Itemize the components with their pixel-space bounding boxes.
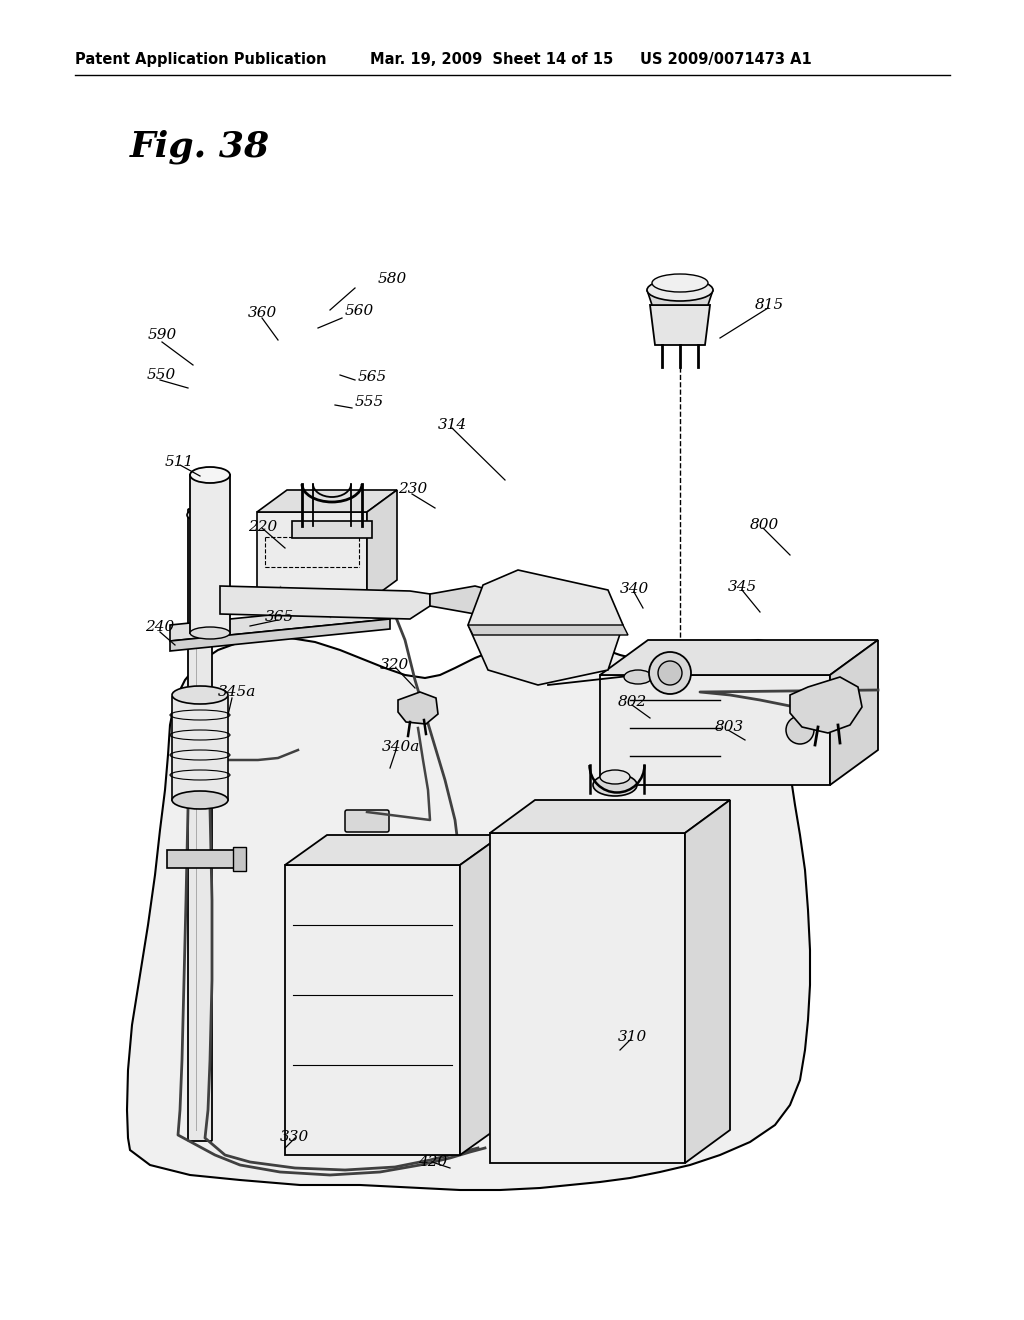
Text: 310: 310 bbox=[618, 1030, 647, 1044]
Polygon shape bbox=[172, 697, 228, 800]
Text: 230: 230 bbox=[398, 482, 427, 496]
Polygon shape bbox=[170, 603, 390, 642]
Polygon shape bbox=[398, 692, 438, 723]
Polygon shape bbox=[190, 475, 230, 634]
Text: 320: 320 bbox=[380, 657, 410, 672]
Ellipse shape bbox=[649, 652, 691, 694]
Polygon shape bbox=[490, 800, 730, 833]
Polygon shape bbox=[285, 836, 502, 865]
Text: 345: 345 bbox=[728, 579, 758, 594]
Text: 340: 340 bbox=[620, 582, 649, 597]
Text: 800: 800 bbox=[750, 517, 779, 532]
Ellipse shape bbox=[190, 467, 230, 483]
Polygon shape bbox=[490, 833, 685, 1163]
FancyBboxPatch shape bbox=[188, 510, 212, 1140]
Polygon shape bbox=[167, 850, 246, 869]
Ellipse shape bbox=[593, 774, 637, 796]
Polygon shape bbox=[257, 512, 367, 602]
Ellipse shape bbox=[786, 715, 814, 744]
Text: 815: 815 bbox=[755, 298, 784, 312]
Polygon shape bbox=[367, 490, 397, 602]
Text: 565: 565 bbox=[358, 370, 387, 384]
Text: 240: 240 bbox=[145, 620, 174, 634]
Ellipse shape bbox=[187, 510, 213, 521]
Text: US 2009/0071473 A1: US 2009/0071473 A1 bbox=[640, 51, 812, 67]
Ellipse shape bbox=[172, 686, 228, 704]
Ellipse shape bbox=[647, 279, 713, 301]
Ellipse shape bbox=[652, 275, 708, 292]
Ellipse shape bbox=[190, 627, 230, 639]
Polygon shape bbox=[468, 570, 623, 685]
Polygon shape bbox=[468, 624, 628, 635]
Text: 580: 580 bbox=[378, 272, 408, 286]
Text: Mar. 19, 2009  Sheet 14 of 15: Mar. 19, 2009 Sheet 14 of 15 bbox=[370, 51, 613, 67]
Polygon shape bbox=[650, 305, 710, 345]
Polygon shape bbox=[285, 865, 460, 1155]
Text: 330: 330 bbox=[280, 1130, 309, 1144]
Text: 314: 314 bbox=[438, 418, 467, 432]
Polygon shape bbox=[170, 619, 390, 651]
Polygon shape bbox=[292, 521, 372, 539]
Text: 420: 420 bbox=[418, 1155, 447, 1170]
Polygon shape bbox=[460, 836, 502, 1155]
Text: 220: 220 bbox=[248, 520, 278, 535]
Text: 555: 555 bbox=[355, 395, 384, 409]
Text: 365: 365 bbox=[265, 610, 294, 624]
Polygon shape bbox=[830, 640, 878, 785]
Polygon shape bbox=[233, 847, 246, 871]
Polygon shape bbox=[647, 290, 713, 305]
Text: 511: 511 bbox=[165, 455, 195, 469]
FancyBboxPatch shape bbox=[345, 810, 389, 832]
Text: 803: 803 bbox=[715, 719, 744, 734]
Polygon shape bbox=[430, 586, 498, 614]
Text: 560: 560 bbox=[345, 304, 374, 318]
Polygon shape bbox=[600, 675, 830, 785]
Polygon shape bbox=[257, 490, 397, 512]
Polygon shape bbox=[790, 677, 862, 733]
Text: 360: 360 bbox=[248, 306, 278, 319]
Ellipse shape bbox=[624, 671, 652, 684]
Text: 802: 802 bbox=[618, 696, 647, 709]
Polygon shape bbox=[600, 640, 878, 675]
Polygon shape bbox=[127, 638, 812, 1191]
Text: 590: 590 bbox=[148, 327, 177, 342]
Ellipse shape bbox=[658, 661, 682, 685]
Text: Patent Application Publication: Patent Application Publication bbox=[75, 51, 327, 67]
Ellipse shape bbox=[600, 770, 630, 784]
Text: Fig. 38: Fig. 38 bbox=[130, 129, 270, 165]
Ellipse shape bbox=[172, 791, 228, 809]
Polygon shape bbox=[685, 800, 730, 1163]
Text: 340a: 340a bbox=[382, 741, 421, 754]
Text: 550: 550 bbox=[147, 368, 176, 381]
Polygon shape bbox=[220, 586, 430, 619]
Text: 345a: 345a bbox=[218, 685, 256, 700]
